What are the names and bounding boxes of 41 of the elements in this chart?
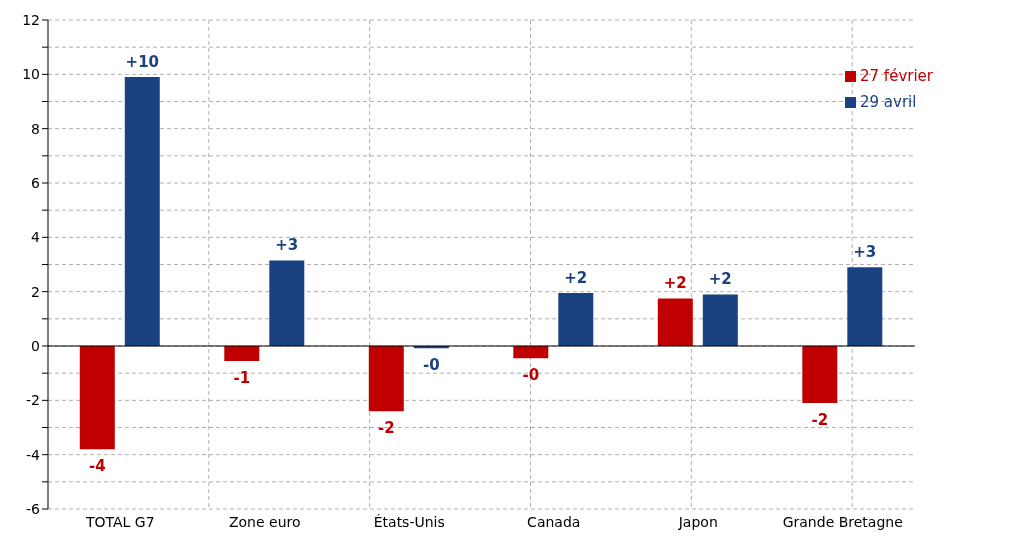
data-label: -1: [233, 368, 251, 387]
x-tick-label: Japon: [677, 513, 718, 530]
data-label: +3: [853, 243, 877, 262]
y-tick-label: 8: [31, 120, 40, 137]
data-label: -2: [377, 419, 395, 438]
data-label: +10: [125, 53, 160, 72]
data-label: -4: [88, 457, 106, 476]
bar: [558, 293, 594, 346]
data-label: +3: [275, 236, 299, 255]
x-tick-label: États-Unis: [373, 513, 445, 530]
legend-label: 29 avril: [860, 93, 917, 111]
y-tick-label: -4: [26, 446, 41, 463]
bar: [802, 346, 838, 404]
y-tick-label: 10: [22, 66, 40, 83]
bar: [368, 346, 404, 412]
bar: [513, 346, 549, 359]
y-tick-label: 2: [31, 283, 40, 300]
data-label: +2: [663, 274, 687, 293]
bar: [269, 260, 305, 346]
data-label: -0: [522, 366, 540, 385]
data-label: -2: [811, 411, 829, 430]
data-label: +2: [564, 269, 588, 288]
y-tick-label: -2: [26, 392, 40, 409]
x-tick-label: TOTAL G7: [84, 513, 155, 530]
bar: [124, 77, 160, 346]
y-tick-label: 12: [22, 11, 40, 28]
data-label: -0: [422, 356, 440, 375]
bar: [79, 346, 115, 450]
y-tick-label: 6: [31, 174, 41, 191]
x-tick-label: Canada: [527, 513, 581, 530]
data-label: +2: [708, 270, 732, 289]
bar: [847, 267, 883, 346]
bar: [657, 298, 693, 346]
y-tick-label: 4: [31, 229, 41, 246]
legend-label: 27 février: [860, 67, 933, 85]
x-tick-label: Zone euro: [228, 513, 301, 530]
x-tick-label: Grande Bretagne: [782, 513, 903, 530]
y-tick-label: 0: [31, 337, 40, 354]
bar: [224, 346, 260, 361]
y-tick-label: -6: [26, 500, 41, 517]
bar: [702, 294, 738, 346]
